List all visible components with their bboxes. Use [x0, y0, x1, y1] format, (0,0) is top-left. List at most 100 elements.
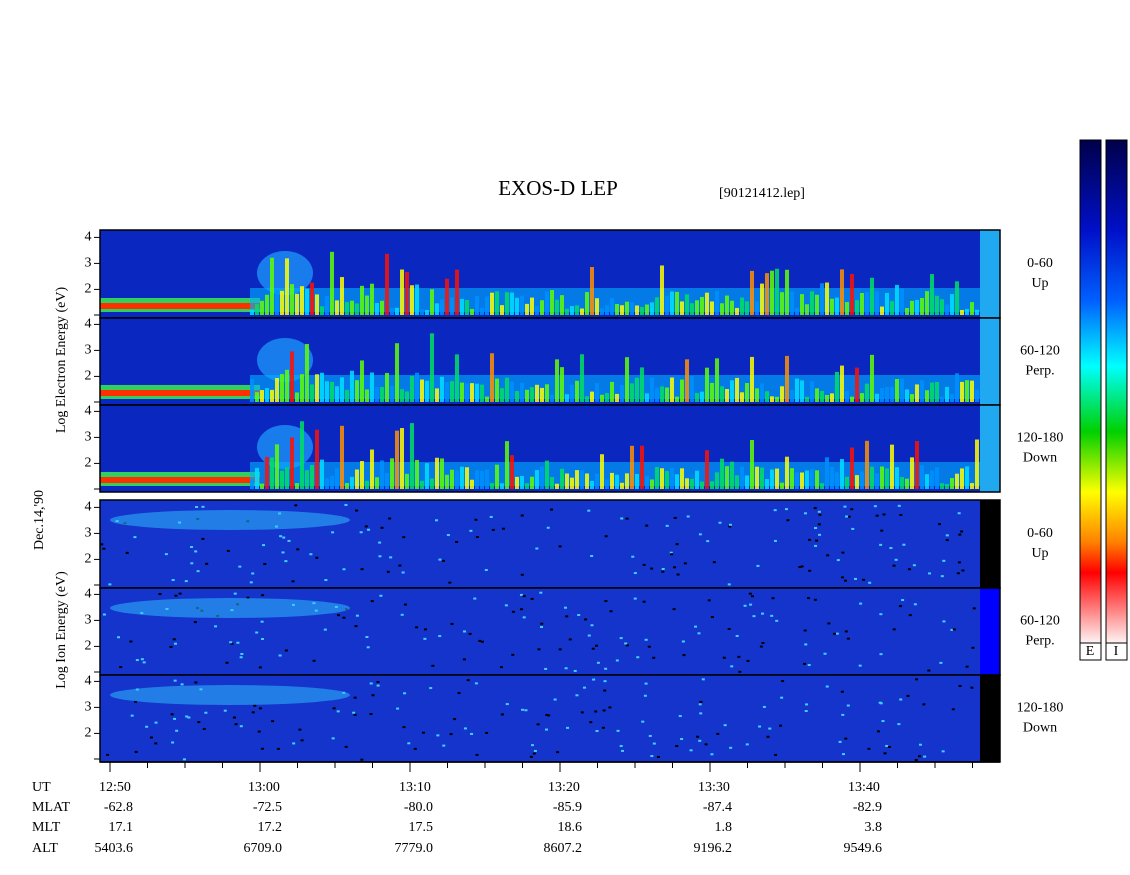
- spectrogram-stripe: [755, 301, 759, 315]
- spectrogram-speck: [434, 519, 438, 522]
- spectrogram-speck: [365, 636, 369, 639]
- spectrogram-speck: [835, 632, 839, 635]
- spectrogram-speck: [214, 625, 218, 628]
- spectrogram-stripe: [645, 475, 649, 489]
- spectrogram-speck: [818, 533, 822, 536]
- spectrogram-stripe: [570, 384, 574, 402]
- spectrogram-stripe: [795, 378, 799, 402]
- spectrogram-speck: [813, 598, 817, 601]
- spectrogram-stripe: [545, 384, 549, 402]
- spectrogram-speck: [287, 539, 291, 542]
- spectrogram-stripe: [855, 367, 859, 402]
- spectrogram-stripe: [280, 470, 284, 489]
- spectrogram-stripe: [950, 393, 954, 402]
- spectrogram-speck: [251, 572, 255, 575]
- spectrogram-stripe: [250, 478, 254, 489]
- spectrogram-speck: [294, 504, 298, 507]
- spectrogram-speck: [230, 642, 234, 645]
- spectrogram-speck: [768, 727, 772, 730]
- spectrogram-speck: [298, 728, 302, 731]
- spectrogram-speck: [800, 565, 804, 568]
- y-tick-label: 3: [85, 256, 92, 271]
- spectrogram-stripe: [775, 268, 779, 315]
- spectrogram-speck: [879, 653, 883, 656]
- panel-label: 120-180: [1017, 701, 1064, 716]
- spectrogram-speck: [615, 659, 619, 662]
- spectrogram-speck: [223, 709, 227, 712]
- spectrogram-stripe: [785, 355, 789, 402]
- spectrogram-stripe: [430, 333, 434, 402]
- spectrogram-stripe: [970, 380, 974, 402]
- spectrogram-speck: [402, 536, 406, 539]
- spectrogram-speck: [380, 526, 384, 529]
- spectrogram-speck: [762, 705, 766, 708]
- spectrogram-stripe: [585, 292, 589, 315]
- spectrogram-stripe: [895, 467, 899, 489]
- panel-label: 60-120: [1020, 614, 1060, 629]
- spectrogram-stripe: [590, 391, 594, 402]
- spectrogram-stripe: [500, 483, 504, 489]
- ion-axis-label: Log Ion Energy (eV): [54, 571, 69, 689]
- spectrogram-stripe: [815, 388, 819, 402]
- spectrogram-stripe: [295, 392, 299, 402]
- spectrogram-stripe: [845, 476, 849, 489]
- spectrogram-speck: [841, 576, 845, 579]
- spectrogram-speck: [239, 725, 243, 728]
- spectrogram-stripe: [865, 383, 869, 402]
- spectrogram-stripe: [605, 305, 609, 315]
- spectrogram-speck: [704, 743, 708, 746]
- spectrogram-speck: [102, 613, 106, 616]
- spectrogram-stripe: [405, 391, 409, 402]
- spectrogram-stripe: [940, 396, 944, 402]
- spectrogram-speck: [296, 548, 300, 551]
- spectrogram-speck: [723, 724, 727, 727]
- spectrogram-speck: [689, 749, 693, 752]
- spectrogram-stripe: [975, 309, 979, 315]
- spectrogram-stripe: [535, 306, 539, 315]
- spectrogram-stripe: [720, 303, 724, 315]
- spectrogram-speck: [590, 554, 594, 557]
- spectrogram-stripe: [930, 470, 934, 489]
- spectrogram-speck: [309, 553, 313, 556]
- spectrogram-speck: [342, 616, 346, 619]
- spectrogram-speck: [251, 711, 255, 714]
- spectrogram-speck: [867, 747, 871, 750]
- spectrogram-stripe: [370, 283, 374, 315]
- spectrogram-speck: [808, 569, 812, 572]
- spectrogram-stripe: [460, 382, 464, 402]
- spectrogram-stripe: [375, 387, 379, 402]
- spectrogram-speck: [415, 626, 419, 629]
- spectrogram-stripe: [650, 377, 654, 402]
- spectrogram-stripe: [750, 270, 754, 315]
- ephemeris-name: MLT: [32, 820, 61, 835]
- spectrogram-stripe: [315, 294, 319, 315]
- spectrogram-speck: [718, 521, 722, 524]
- spectrogram-speck: [182, 758, 186, 761]
- spectrogram-speck: [522, 616, 526, 619]
- spectrogram-stripe: [735, 475, 739, 489]
- spectrogram-speck: [885, 744, 889, 747]
- spectrogram-speck: [187, 716, 191, 719]
- spectrogram-speck: [499, 666, 503, 669]
- spectrogram-speck: [535, 547, 539, 550]
- spectrogram-speck: [448, 581, 452, 584]
- spectrogram-speck: [594, 710, 598, 713]
- spectrogram-speck: [648, 734, 652, 737]
- spectrogram-speck: [922, 703, 926, 706]
- spectrogram-speck: [798, 566, 802, 569]
- spectrogram-speck: [712, 561, 716, 564]
- spectrogram-stripe: [475, 470, 479, 489]
- spectrogram-speck: [108, 583, 112, 586]
- spectrogram-speck: [590, 624, 594, 627]
- spectrogram-stripe: [720, 386, 724, 402]
- spectrogram-speck: [844, 630, 848, 633]
- spectrogram-stripe: [975, 439, 979, 489]
- spectrogram-stripe: [480, 384, 484, 402]
- spectrogram-stripe: [690, 478, 694, 489]
- spectrogram-stripe: [470, 479, 474, 489]
- spectrogram-speck: [818, 513, 822, 516]
- spectrogram-stripe: [425, 463, 429, 489]
- spectrogram-stripe: [770, 469, 774, 489]
- spectrogram-stripe: [880, 306, 884, 315]
- spectrogram-speck: [956, 572, 960, 575]
